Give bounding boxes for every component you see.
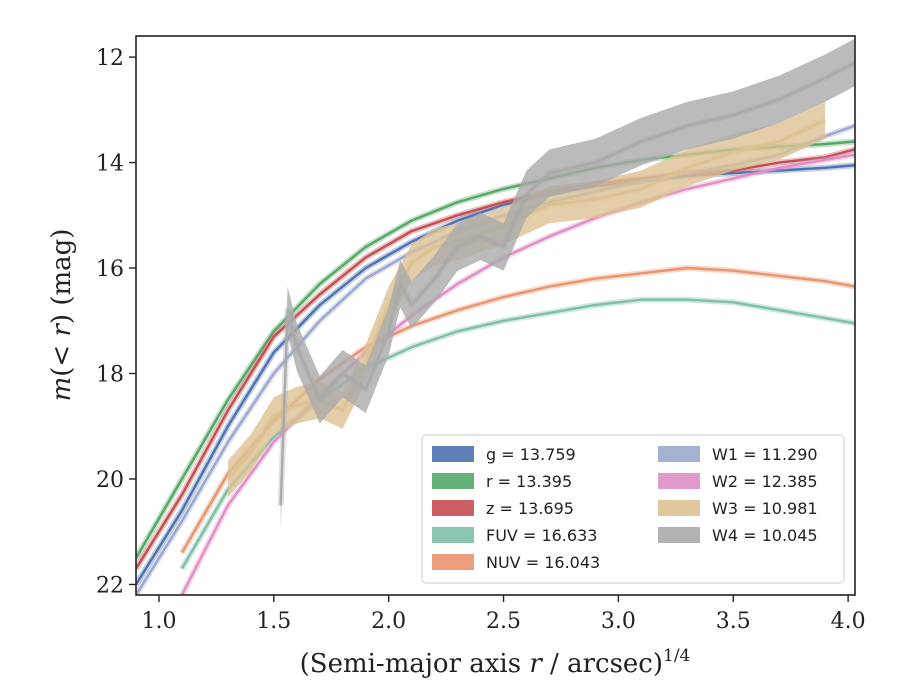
x-axis: 1.0 1.5 2.0 2.5 3.0 3.5 4.0 [141, 595, 866, 634]
series-line [279, 61, 855, 506]
legend-swatch [432, 473, 474, 489]
legend-swatch [432, 446, 474, 462]
x-tick-label: 1.0 [141, 609, 176, 634]
y-axis: 12 14 16 18 20 22 [96, 46, 136, 598]
y-tick-label: 20 [96, 468, 124, 493]
x-tick-label: 3.0 [601, 609, 636, 634]
legend-swatch [658, 473, 700, 489]
x-tick-label: 2.5 [486, 609, 521, 634]
legend-label: FUV = 16.633 [486, 526, 597, 545]
y-tick-label: 18 [96, 363, 124, 388]
series-line [226, 119, 826, 480]
legend-label: g = 13.759 [486, 445, 576, 464]
legend-swatch [432, 554, 474, 570]
y-tick-label: 16 [96, 257, 124, 282]
y-tick-label: 22 [96, 573, 124, 598]
legend-label: NUV = 16.043 [486, 553, 600, 572]
x-tick-label: 2.0 [371, 609, 406, 634]
legend-label: W3 = 10.981 [712, 499, 818, 518]
legend-label: z = 13.695 [486, 499, 574, 518]
legend-label: r = 13.395 [486, 472, 572, 491]
legend-swatch [658, 446, 700, 462]
x-tick-label: 3.5 [716, 609, 751, 634]
series-band [280, 38, 855, 530]
legend-swatch [658, 527, 700, 543]
legend-label: W4 = 10.045 [712, 526, 818, 545]
plot-frame [135, 35, 856, 596]
legend-swatch [432, 500, 474, 516]
series-band [227, 101, 826, 498]
legend-swatch [658, 500, 700, 516]
y-tick-label: 12 [96, 46, 124, 71]
legend-label: W1 = 11.290 [712, 445, 818, 464]
x-axis-title: (Semi-major axis r / arcsec)1/4 [300, 646, 691, 679]
y-axis-title: m(< r) (mag) [47, 229, 77, 402]
series-layer [136, 38, 855, 595]
legend-box [421, 434, 845, 584]
x-tick-label: 1.5 [256, 609, 291, 634]
x-tick-label: 4.0 [831, 609, 866, 634]
y-tick-label: 14 [96, 152, 124, 177]
legend-label: W2 = 12.385 [712, 472, 818, 491]
series-line [136, 148, 855, 570]
legend-swatch [432, 527, 474, 543]
legend: g = 13.759 r = 13.395 z = 13.695 FUV = 16.6… [421, 434, 845, 584]
series-line [136, 164, 855, 586]
